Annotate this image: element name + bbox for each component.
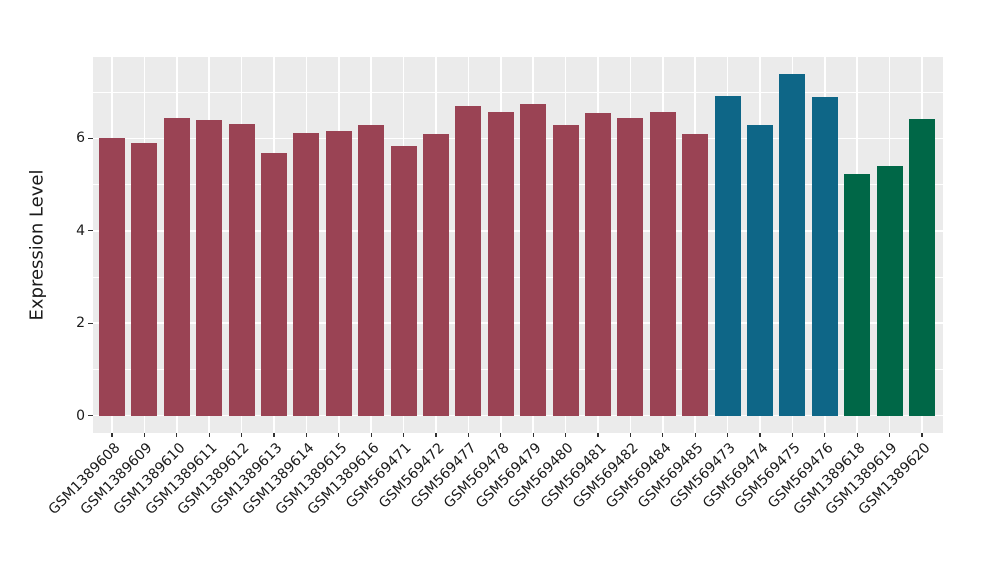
bar-GSM1389615	[325, 131, 352, 416]
y-tick-label: 0	[76, 407, 85, 424]
bar-GSM1389618	[844, 173, 871, 416]
bar-GSM569482	[617, 117, 644, 416]
bar-GSM569477	[455, 105, 482, 416]
x-tick-mark	[467, 433, 470, 437]
x-tick-mark	[726, 433, 729, 437]
plot-panel	[93, 57, 943, 433]
y-tick-label: 6	[76, 130, 85, 147]
gridline-minor	[93, 369, 943, 370]
x-tick-mark	[402, 433, 405, 437]
x-tick-mark	[791, 433, 794, 437]
bar-GSM569485	[682, 134, 709, 416]
gridline-major	[93, 229, 943, 232]
bar-GSM1389616	[358, 124, 385, 416]
gridline-minor	[93, 184, 943, 185]
x-tick-mark	[240, 433, 243, 437]
x-tick-mark	[564, 433, 567, 437]
x-tick-mark	[208, 433, 210, 437]
x-tick-mark	[694, 433, 696, 437]
bar-GSM569478	[487, 112, 514, 416]
bar-GSM569476	[811, 96, 838, 416]
gridline-minor	[93, 91, 943, 93]
bar-GSM569475	[779, 74, 806, 416]
gridline-major	[93, 137, 943, 140]
x-tick-mark	[435, 433, 437, 437]
x-tick-mark	[370, 433, 372, 437]
x-tick-mark	[888, 433, 891, 437]
y-tick-mark	[88, 415, 93, 417]
x-tick-mark	[662, 433, 664, 437]
bar-GSM1389613	[261, 153, 287, 416]
bar-GSM569472	[423, 134, 449, 416]
y-tick-mark	[88, 322, 93, 324]
bar-GSM1389609	[131, 143, 158, 416]
x-tick-mark	[921, 433, 923, 437]
x-tick-mark	[856, 433, 858, 437]
bar-GSM569484	[649, 111, 676, 416]
y-tick-mark	[88, 137, 93, 139]
y-tick-label: 4	[76, 222, 85, 239]
x-tick-mark	[629, 433, 632, 437]
bar-GSM1389611	[196, 119, 223, 416]
bar-GSM569479	[520, 103, 547, 416]
bar-GSM1389619	[876, 166, 903, 416]
x-tick-mark	[759, 433, 761, 437]
y-tick-mark	[88, 230, 93, 232]
x-tick-mark	[273, 433, 275, 437]
bar-GSM569473	[714, 95, 741, 416]
x-tick-mark	[824, 433, 826, 437]
x-tick-mark	[338, 433, 340, 437]
x-tick-mark	[305, 433, 308, 437]
bar-GSM569481	[585, 112, 611, 416]
bar-GSM569474	[747, 124, 773, 416]
x-tick-mark	[500, 433, 502, 437]
gridline-major	[93, 414, 943, 417]
bar-GSM569471	[390, 146, 417, 416]
gridline-major	[93, 322, 943, 325]
x-tick-mark	[597, 433, 599, 437]
x-tick-mark	[111, 433, 113, 437]
bar-GSM569480	[552, 124, 579, 416]
y-tick-label: 2	[76, 315, 85, 332]
bar-GSM1389608	[99, 137, 125, 416]
bar-GSM1389620	[909, 118, 935, 416]
bar-GSM1389614	[293, 132, 320, 416]
bar-GSM1389610	[163, 117, 190, 416]
gridline-minor	[93, 276, 943, 278]
y-axis-title: Expression Level	[26, 169, 48, 321]
x-tick-mark	[143, 433, 146, 437]
x-tick-mark	[532, 433, 534, 437]
x-tick-mark	[176, 433, 178, 437]
bar-GSM1389612	[228, 123, 255, 416]
